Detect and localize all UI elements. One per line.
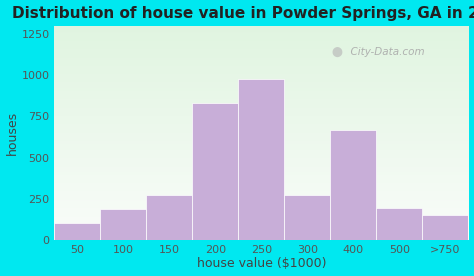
Title: Distribution of house value in Powder Springs, GA in 2021: Distribution of house value in Powder Sp…	[12, 6, 474, 20]
Bar	[100, 209, 146, 240]
Bar	[284, 195, 330, 240]
Bar	[330, 129, 376, 240]
Bar	[55, 223, 100, 240]
X-axis label: house value ($1000): house value ($1000)	[197, 258, 326, 270]
Bar	[192, 103, 238, 240]
Bar	[238, 79, 284, 240]
Bar	[376, 208, 422, 240]
Text: City-Data.com: City-Data.com	[344, 47, 425, 57]
Text: ⬤: ⬤	[332, 46, 343, 57]
Bar	[422, 215, 468, 240]
Y-axis label: houses: houses	[6, 111, 18, 155]
Bar	[146, 195, 192, 240]
